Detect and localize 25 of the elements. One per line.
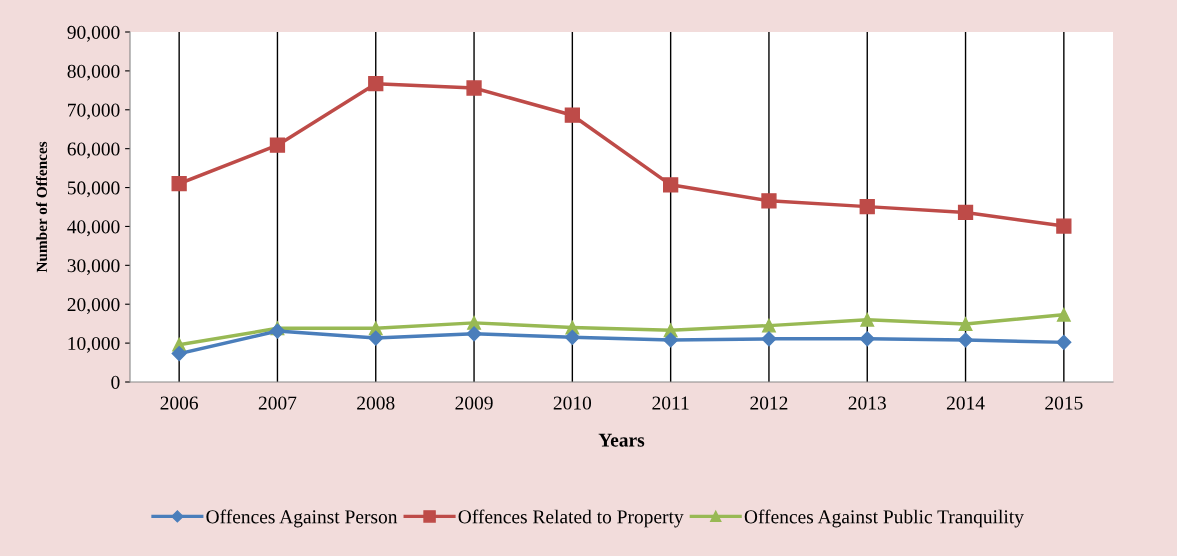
- y-tick-label: 50,000: [67, 181, 120, 198]
- x-tick-label: 2014: [946, 396, 985, 410]
- legend-label: Offences Related to Property: [458, 509, 684, 528]
- x-tick-label: 2013: [848, 396, 886, 410]
- x-tick-label: 2011: [652, 396, 689, 410]
- x-tick-label: 2010: [553, 396, 592, 410]
- y-tick-label: 40,000: [67, 220, 120, 237]
- x-tick-label: 2012: [750, 396, 788, 410]
- legend-label: Offences Against Public Tranquility: [744, 509, 1024, 528]
- y-tick-label: 30,000: [67, 259, 120, 276]
- y-tick-label: 20,000: [67, 298, 120, 314]
- x-tick-label: 2008: [357, 396, 395, 410]
- y-tick-label: 70,000: [68, 103, 120, 120]
- y-tick-label: 0: [111, 375, 120, 389]
- y-axis-title: Number of Offences: [36, 141, 48, 273]
- x-tick-label: 2009: [455, 396, 493, 410]
- x-tick-label: 2015: [1045, 396, 1083, 410]
- x-tick-label: 2006: [160, 396, 199, 410]
- legend-label: Offences Against Person: [206, 509, 398, 528]
- y-tick-label: 60,000: [67, 142, 120, 159]
- x-tick-label: 2007: [258, 396, 297, 410]
- y-tick-label: 90,000: [67, 25, 120, 42]
- x-axis-title: Years: [598, 433, 645, 447]
- y-tick-label: 10,000: [68, 336, 120, 353]
- y-tick-label: 80,000: [67, 64, 120, 81]
